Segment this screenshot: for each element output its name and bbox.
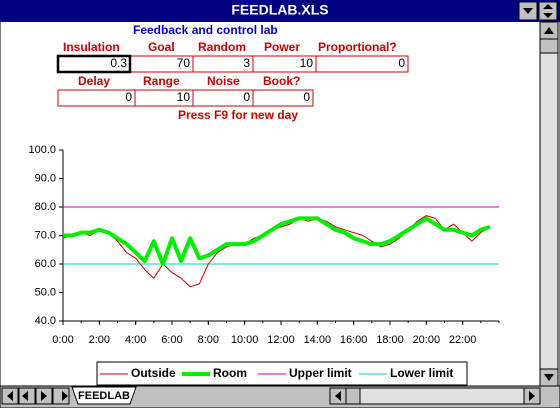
cell-label: Range	[143, 74, 180, 88]
cell-value: 0	[303, 90, 310, 104]
series-line	[63, 216, 491, 266]
x-tick-label: 2:00	[89, 334, 110, 346]
sheet-tab[interactable]	[71, 386, 137, 405]
x-tick-label: 6:00	[161, 334, 182, 346]
y-tick-label: 50.0	[35, 286, 56, 298]
x-tick-label: 10:00	[231, 334, 259, 346]
legend-label: Upper limit	[289, 366, 352, 380]
arrow-icon	[544, 27, 554, 34]
vertical-scrollbar[interactable]	[539, 21, 559, 387]
cell-label: Delay	[78, 74, 110, 88]
cell-label: Proportional?	[318, 40, 397, 54]
y-tick-label: 70.0	[35, 229, 56, 241]
restore-button[interactable]	[538, 1, 558, 21]
cell-value: 0	[125, 90, 132, 104]
title-bar	[0, 0, 560, 22]
cell	[315, 55, 409, 73]
cell-label: Insulation	[63, 40, 120, 54]
cell-value: 0	[243, 90, 250, 104]
cell-label: Book?	[263, 74, 300, 88]
arrow-icon	[544, 374, 554, 381]
x-tick-label: 20:00	[413, 334, 441, 346]
window-title: FEEDLAB.XLS	[231, 2, 328, 18]
x-tick-label: 14:00	[304, 334, 332, 346]
cell-label: Noise	[207, 74, 240, 88]
scroll-thumb[interactable]	[539, 38, 559, 54]
tab-last[interactable]	[52, 387, 70, 405]
legend-label: Room	[213, 366, 247, 380]
x-tick-label: 8:00	[198, 334, 219, 346]
cell	[252, 89, 314, 107]
cell-value: 10	[300, 56, 314, 70]
y-tick-label: 90.0	[35, 172, 56, 184]
cell-value: 0.3	[110, 56, 127, 70]
restore-icon	[543, 4, 553, 18]
x-tick-label: 0:00	[52, 334, 73, 346]
x-tick-label: 18:00	[376, 334, 404, 346]
legend-label: Lower limit	[390, 366, 453, 380]
x-tick-label: 22:00	[449, 334, 477, 346]
cell-value: 0	[398, 56, 405, 70]
y-tick-label: 80.0	[35, 201, 56, 213]
x-tick-label: 4:00	[125, 334, 146, 346]
cell-value: 3	[243, 56, 250, 70]
chart: 40.0 50.0 60.0 70.0 80.0 90.0 100.0 0:00 2:00 4:0…	[28, 144, 500, 346]
y-tick-label: 40.0	[35, 315, 56, 327]
legend-label: Outside	[131, 366, 176, 380]
horizontal-scrollbar[interactable]	[329, 387, 541, 405]
legend: Outside Room Upper limit Lower limit	[100, 366, 453, 380]
cell	[57, 89, 136, 107]
sheet-heading: Feedback and control lab	[133, 23, 278, 37]
note: Press F9 for new day	[178, 108, 298, 122]
y-tick-label: 60.0	[35, 258, 56, 270]
title-buttons[interactable]	[518, 1, 558, 21]
minimize-icon	[523, 8, 533, 14]
cell-value: 10	[177, 90, 191, 104]
cell-label: Power	[264, 40, 300, 54]
cell-label: Goal	[148, 40, 175, 54]
x-tick-label: 12:00	[267, 334, 295, 346]
sheet-tab-bar: FEEDLAB	[0, 385, 560, 409]
input-cells: Insulation0.3Goal70Random3Power10Proport…	[56, 40, 409, 107]
y-tick-label: 100.0	[28, 144, 56, 156]
cell-label: Random	[198, 40, 246, 54]
scroll-track[interactable]	[539, 21, 559, 387]
scroll-thumb[interactable]	[345, 387, 361, 405]
x-tick-label: 16:00	[340, 334, 368, 346]
cell-value: 70	[177, 56, 191, 70]
active-cell	[56, 54, 132, 74]
sheet-tab-label: FEEDLAB	[78, 390, 130, 402]
